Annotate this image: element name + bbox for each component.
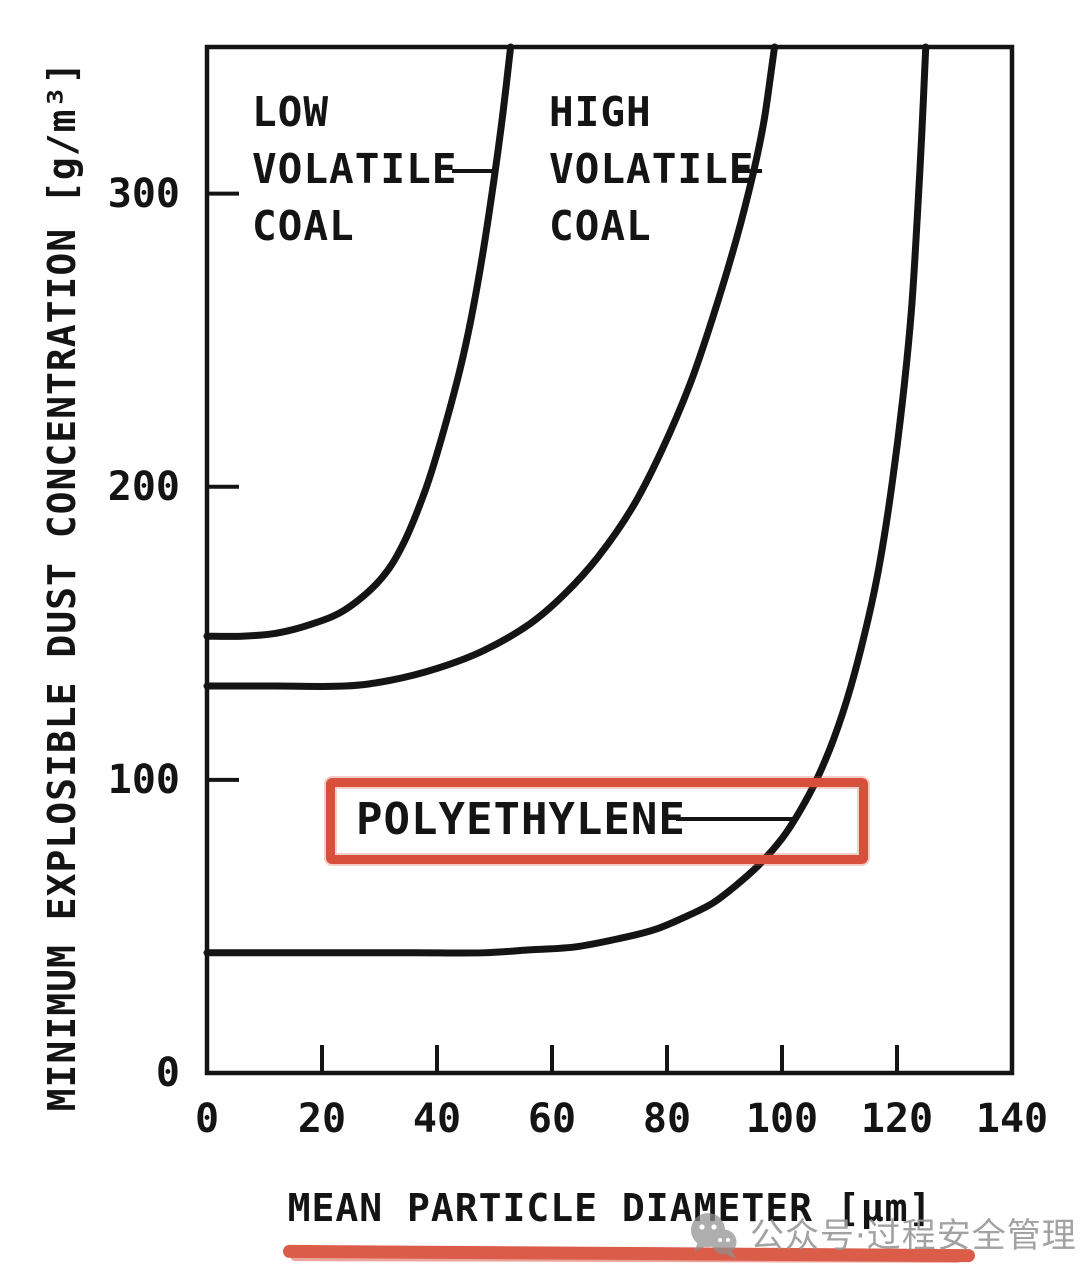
x-tick-label: 20	[297, 1096, 347, 1142]
leader-line-polyethylene	[676, 817, 794, 821]
y-tick-label: 0	[155, 1050, 180, 1096]
x-tick-label: 80	[642, 1096, 692, 1142]
plot-border	[204, 44, 1015, 1076]
label-low-volatile-coal: LOW VOLATILE COAL	[252, 88, 458, 250]
leader-line-high-volatile-coal	[736, 169, 762, 173]
x-tick-label: 0	[194, 1096, 220, 1142]
x-tick-label: 40	[412, 1096, 462, 1142]
y-tick-label: 300	[107, 170, 180, 217]
y-tick-label: 200	[107, 463, 180, 510]
y-axis-title: MINIMUM EXPLOSIBLE DUST CONCENTRATION [g…	[40, 60, 84, 1112]
x-tick-label: 120	[860, 1096, 934, 1142]
wechat-icon	[691, 1213, 737, 1259]
watermark: 公众号·过程安全管理	[686, 1206, 1077, 1266]
x-tick-label: 140	[975, 1096, 1049, 1142]
x-axis-title: MEAN PARTICLE DIAMETER [μm]	[287, 1186, 933, 1230]
curve-polyethylene	[203, 43, 930, 957]
label-polyethylene: POLYETHYLENE	[356, 794, 686, 845]
curve-low-volatile-coal	[203, 43, 515, 640]
curve-high-volatile-coal	[203, 43, 779, 690]
leader-line-low-volatile-coal	[452, 169, 498, 173]
y-tick-label: 100	[107, 756, 180, 803]
polyethylene-highlight-box: POLYETHYLENE	[326, 778, 868, 864]
watermark-text: 公众号·过程安全管理	[750, 1216, 1077, 1256]
x-tick-label: 60	[527, 1096, 577, 1142]
x-tick-label: 100	[745, 1096, 819, 1142]
label-high-volatile-coal: HIGH VOLATILE COAL	[549, 88, 755, 250]
